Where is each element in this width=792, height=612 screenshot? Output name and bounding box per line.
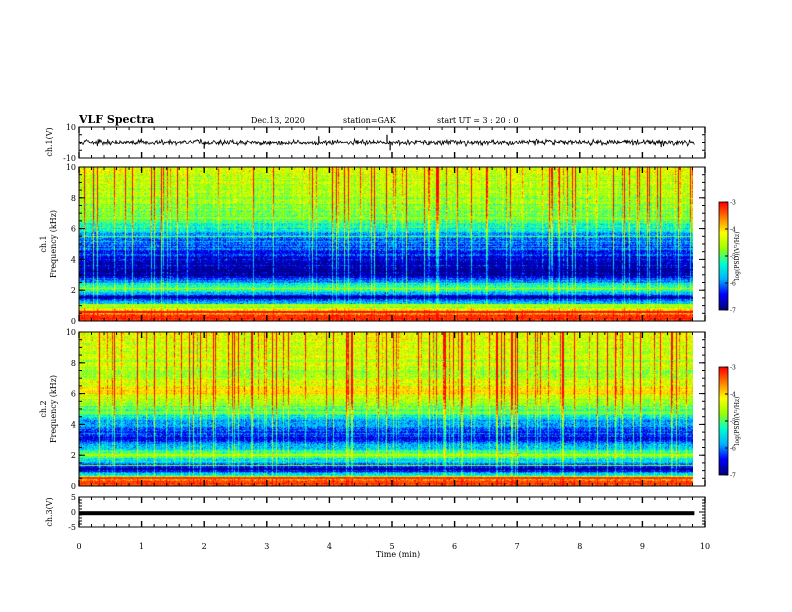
ch1-colorbar-tick-label: -7 — [730, 308, 736, 315]
ch1-spectrogram-image — [79, 167, 693, 321]
ch2-spectrogram-ylabel-channel: ch.2 — [39, 400, 48, 417]
ch2-spectrogram-ylabel-frequency: Frequency (kHz) — [49, 375, 58, 443]
ch2-spectrogram-image — [79, 332, 693, 486]
figure-station: station=GAK — [343, 116, 397, 125]
y-tick-label: 6 — [71, 225, 76, 234]
ch1-colorbar-tick-label: -5 — [730, 254, 736, 261]
x-tick-label: 6 — [452, 542, 457, 551]
y-tick-label: 8 — [71, 194, 76, 203]
x-tick-label: 0 — [76, 542, 81, 551]
ch3-waveform-ylabel: ch.3(V) — [45, 497, 54, 526]
ch3-waveform-trace — [79, 511, 695, 516]
ch2-colorbar-tick-label: -5 — [730, 419, 736, 426]
ch2-colorbar-tick-label: -3 — [730, 365, 736, 372]
x-tick-label: 8 — [577, 542, 582, 551]
ch2-colorbar-tick-label: -7 — [730, 473, 736, 480]
figure-date: Dec.13, 2020 — [251, 116, 305, 125]
y-tick-label: 2 — [71, 286, 76, 295]
ch1-colorbar-tick-label: -3 — [730, 200, 736, 207]
y-tick-label: 4 — [71, 420, 76, 429]
ch1-waveform-spikes — [203, 134, 662, 151]
figure-start-ut: start UT = 3 : 20 : 0 — [437, 116, 518, 125]
y-tick-label: 10 — [66, 328, 76, 337]
ch1-waveform-ylabel: ch.1(V) — [45, 127, 54, 156]
x-tick-label: 5 — [389, 542, 394, 551]
ch1-waveform-trace — [78, 137, 695, 148]
x-tick-label: 10 — [700, 542, 710, 551]
ch2-colorbar-tick-label: -6 — [730, 446, 736, 453]
figure-title: VLF Spectra — [78, 113, 154, 126]
y-tick-label: -10 — [63, 154, 76, 163]
y-tick-label: 10 — [66, 123, 76, 132]
y-tick-label: 8 — [71, 359, 76, 368]
x-tick-label: 3 — [264, 542, 269, 551]
y-tick-label: 0 — [71, 482, 76, 491]
y-tick-label: 4 — [71, 255, 76, 264]
y-tick-label: 10 — [66, 163, 76, 172]
x-axis-label: Time (min) — [376, 550, 420, 559]
y-tick-label: -5 — [68, 523, 76, 532]
ch2-colorbar-label: log(PSD)(V²/Hz) — [734, 397, 741, 446]
ch1-spectrogram-ylabel-channel: ch.1 — [39, 235, 48, 252]
ch2-colorbar-tick-label: -4 — [730, 392, 736, 399]
ch1-spectrogram-ylabel-frequency: Frequency (kHz) — [49, 210, 58, 278]
ch1-colorbar-tick-label: -4 — [730, 227, 736, 234]
y-tick-label: 0 — [71, 508, 76, 517]
ch1-colorbar-tick-label: -6 — [730, 281, 736, 288]
x-tick-label: 2 — [202, 542, 207, 551]
x-tick-label: 1 — [139, 542, 144, 551]
y-tick-label: 0 — [71, 317, 76, 326]
ch1-colorbar — [719, 202, 728, 310]
ch1-colorbar-label: log(PSD)(V²/Hz) — [734, 232, 741, 281]
y-tick-label: 6 — [71, 390, 76, 399]
ch2-colorbar — [719, 367, 728, 475]
x-tick-label: 4 — [327, 542, 332, 551]
y-tick-label: 5 — [71, 493, 76, 502]
x-tick-label: 7 — [515, 542, 520, 551]
x-tick-label: 9 — [640, 542, 645, 551]
y-tick-label: 2 — [71, 451, 76, 460]
